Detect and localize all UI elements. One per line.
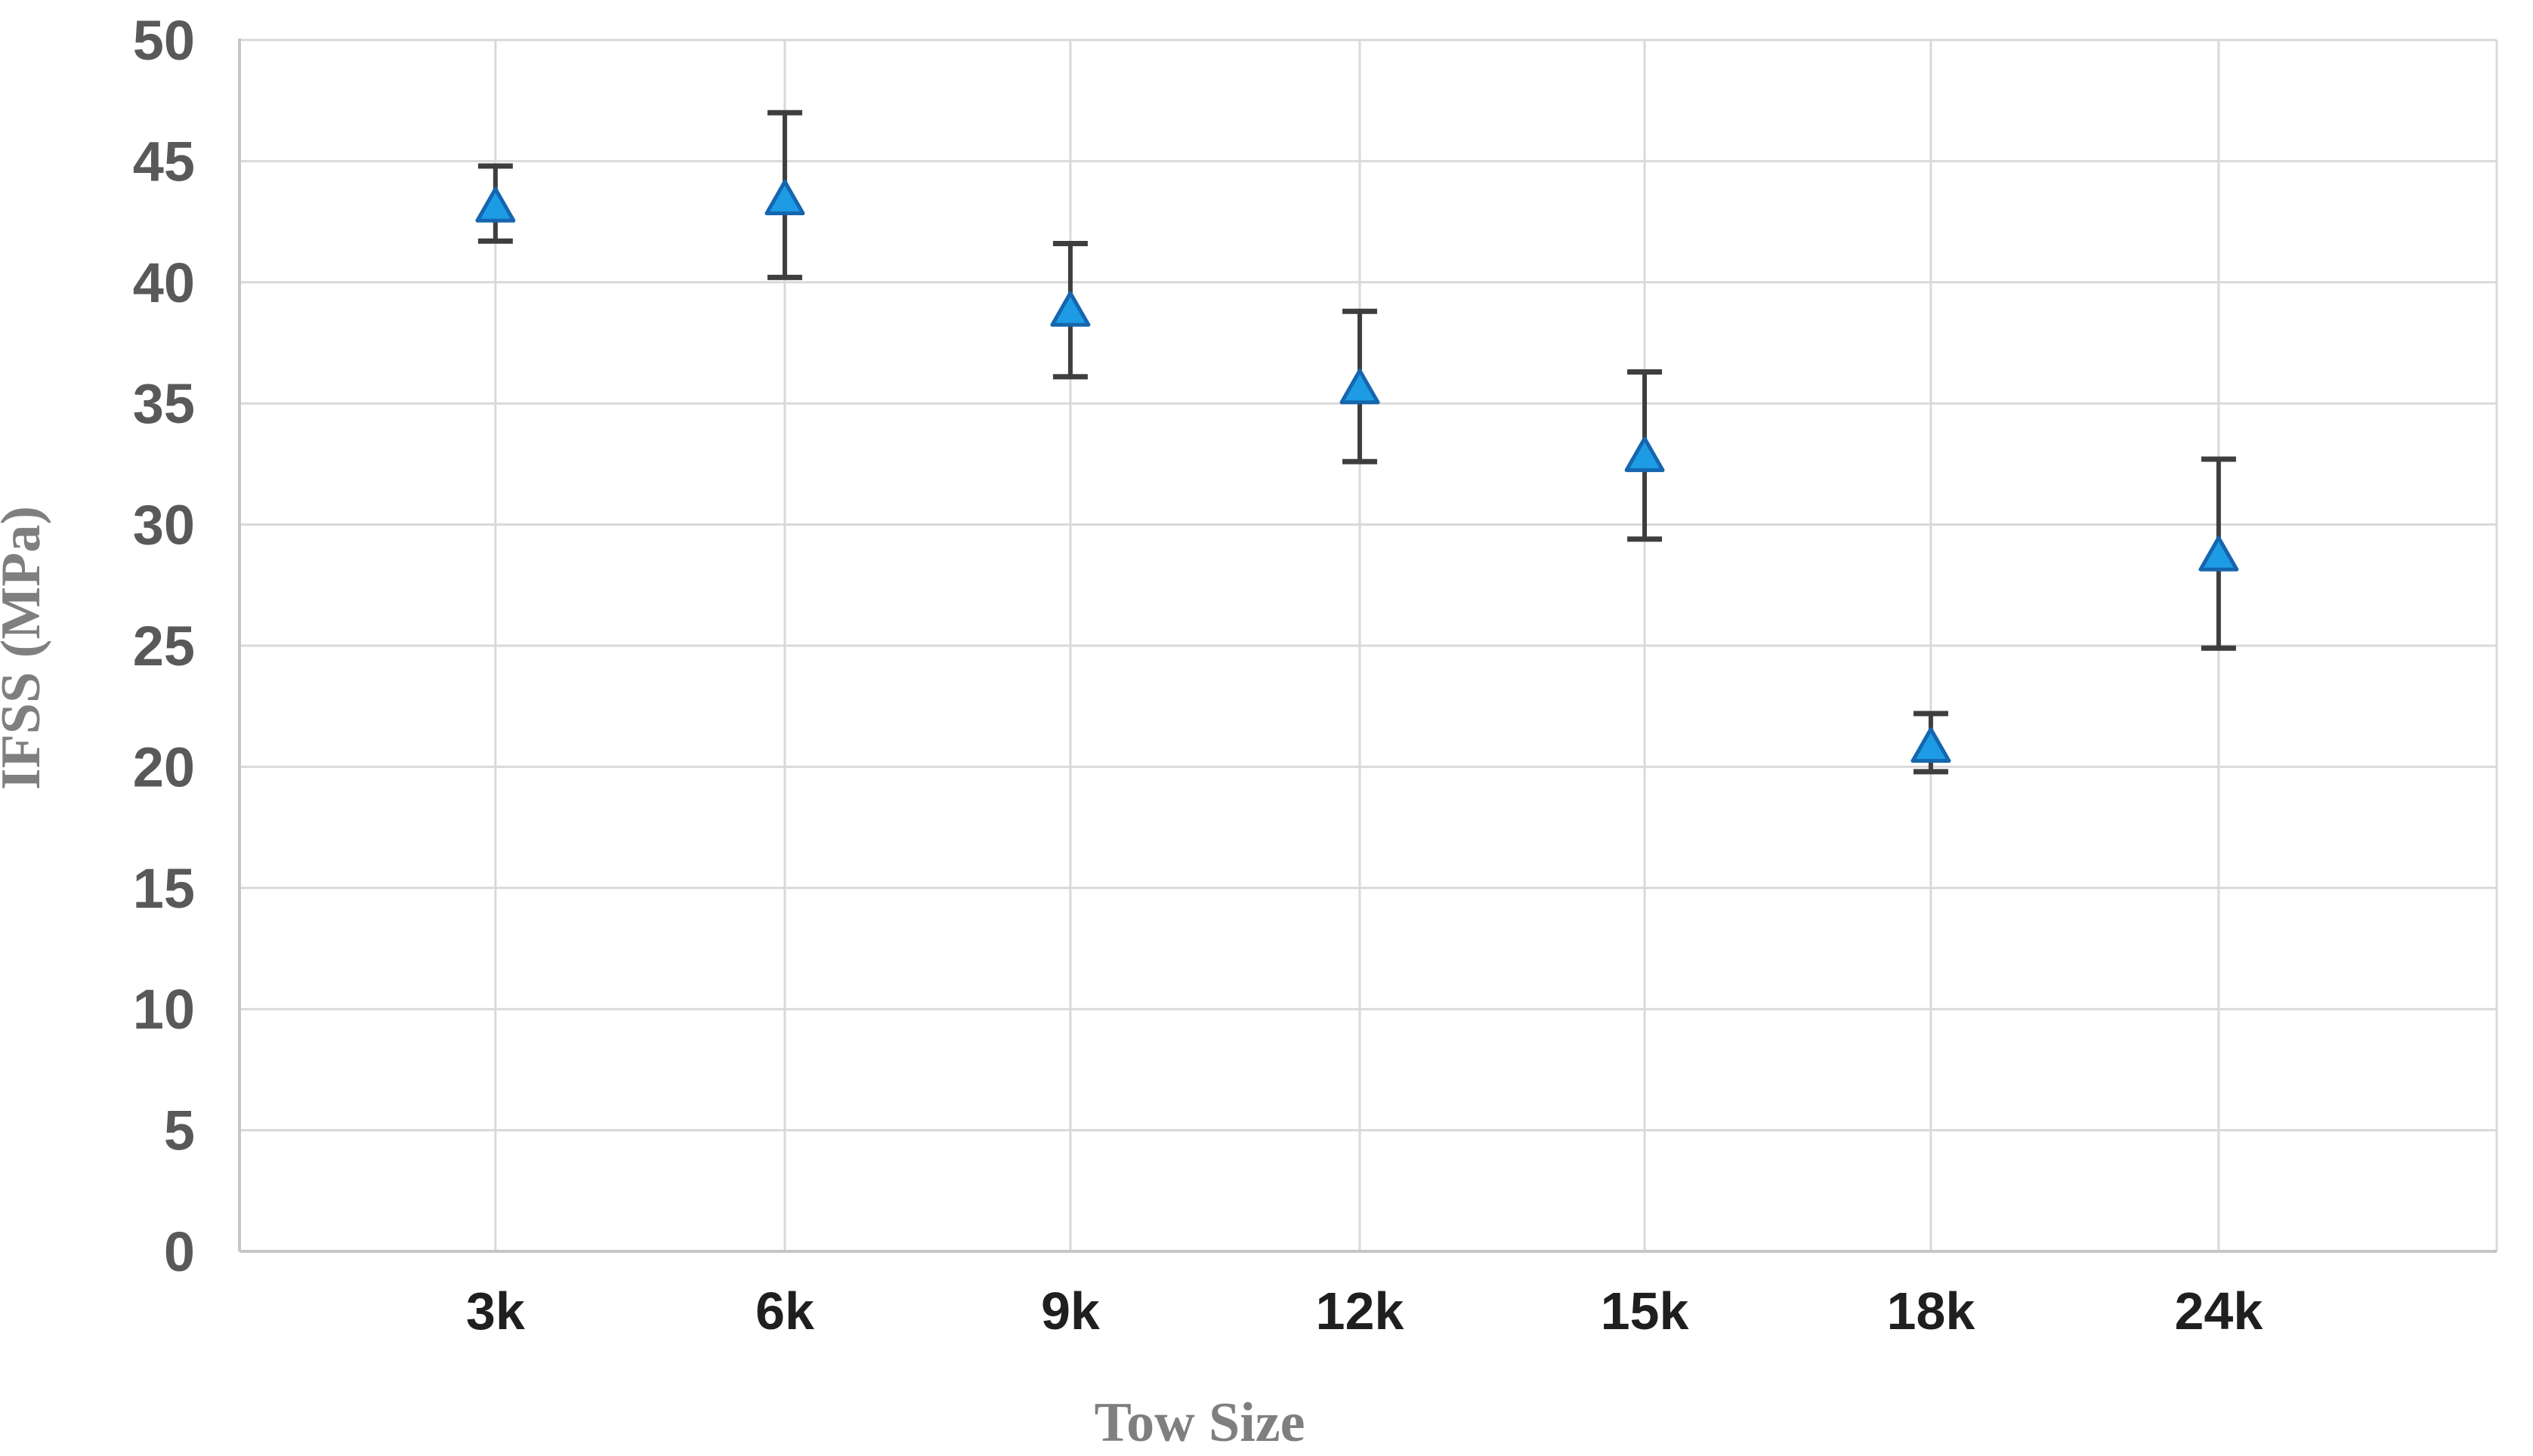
y-tick-labels: 0 5 10 15 20 25 30 35 40 45 50 — [133, 9, 195, 1283]
axis-lines — [238, 39, 2497, 1253]
x-tick-label-12k: 12k — [1316, 1282, 1404, 1340]
y-tick-label-20: 20 — [133, 736, 195, 798]
x-tick-labels: 3k 6k 9k 12k 15k 18k 24k — [466, 1282, 2263, 1340]
data-series — [475, 110, 2239, 775]
marker-6k — [765, 180, 805, 216]
marker-18k — [1911, 727, 1951, 763]
y-tick-label-0: 0 — [164, 1220, 195, 1283]
x-tick-label-3k: 3k — [466, 1282, 525, 1340]
y-tick-label-10: 10 — [133, 978, 195, 1041]
y-tick-label-5: 5 — [164, 1100, 195, 1162]
horizontal-gridlines — [239, 39, 2497, 1132]
marker-24k — [2198, 535, 2239, 572]
marker-3k — [475, 187, 516, 223]
y-tick-label-25: 25 — [133, 615, 195, 677]
marker-9k — [1050, 291, 1091, 327]
x-tick-label-18k: 18k — [1887, 1282, 1975, 1340]
marker-12k — [1339, 369, 1380, 405]
x-tick-label-6k: 6k — [755, 1282, 814, 1340]
y-tick-label-35: 35 — [133, 372, 195, 435]
x-tick-label-9k: 9k — [1041, 1282, 1100, 1340]
y-tick-label-50: 50 — [133, 9, 195, 72]
x-tick-label-24k: 24k — [2174, 1282, 2263, 1340]
x-axis-title: Tow Size — [1095, 1392, 1305, 1454]
y-tick-label-30: 30 — [133, 494, 195, 557]
y-axis-title: IFSS (MPa) — [0, 506, 52, 790]
x-tick-label-15k: 15k — [1601, 1282, 1689, 1340]
y-tick-label-45: 45 — [133, 130, 195, 193]
y-tick-label-15: 15 — [133, 857, 195, 920]
y-tick-label-40: 40 — [133, 251, 195, 314]
marker-15k — [1624, 436, 1665, 473]
